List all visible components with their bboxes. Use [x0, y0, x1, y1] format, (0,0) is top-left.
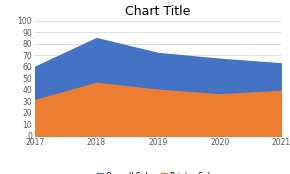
- Title: Chart Title: Chart Title: [125, 5, 191, 18]
- Legend: Overall Sales, Printer Sales: Overall Sales, Printer Sales: [97, 172, 219, 174]
